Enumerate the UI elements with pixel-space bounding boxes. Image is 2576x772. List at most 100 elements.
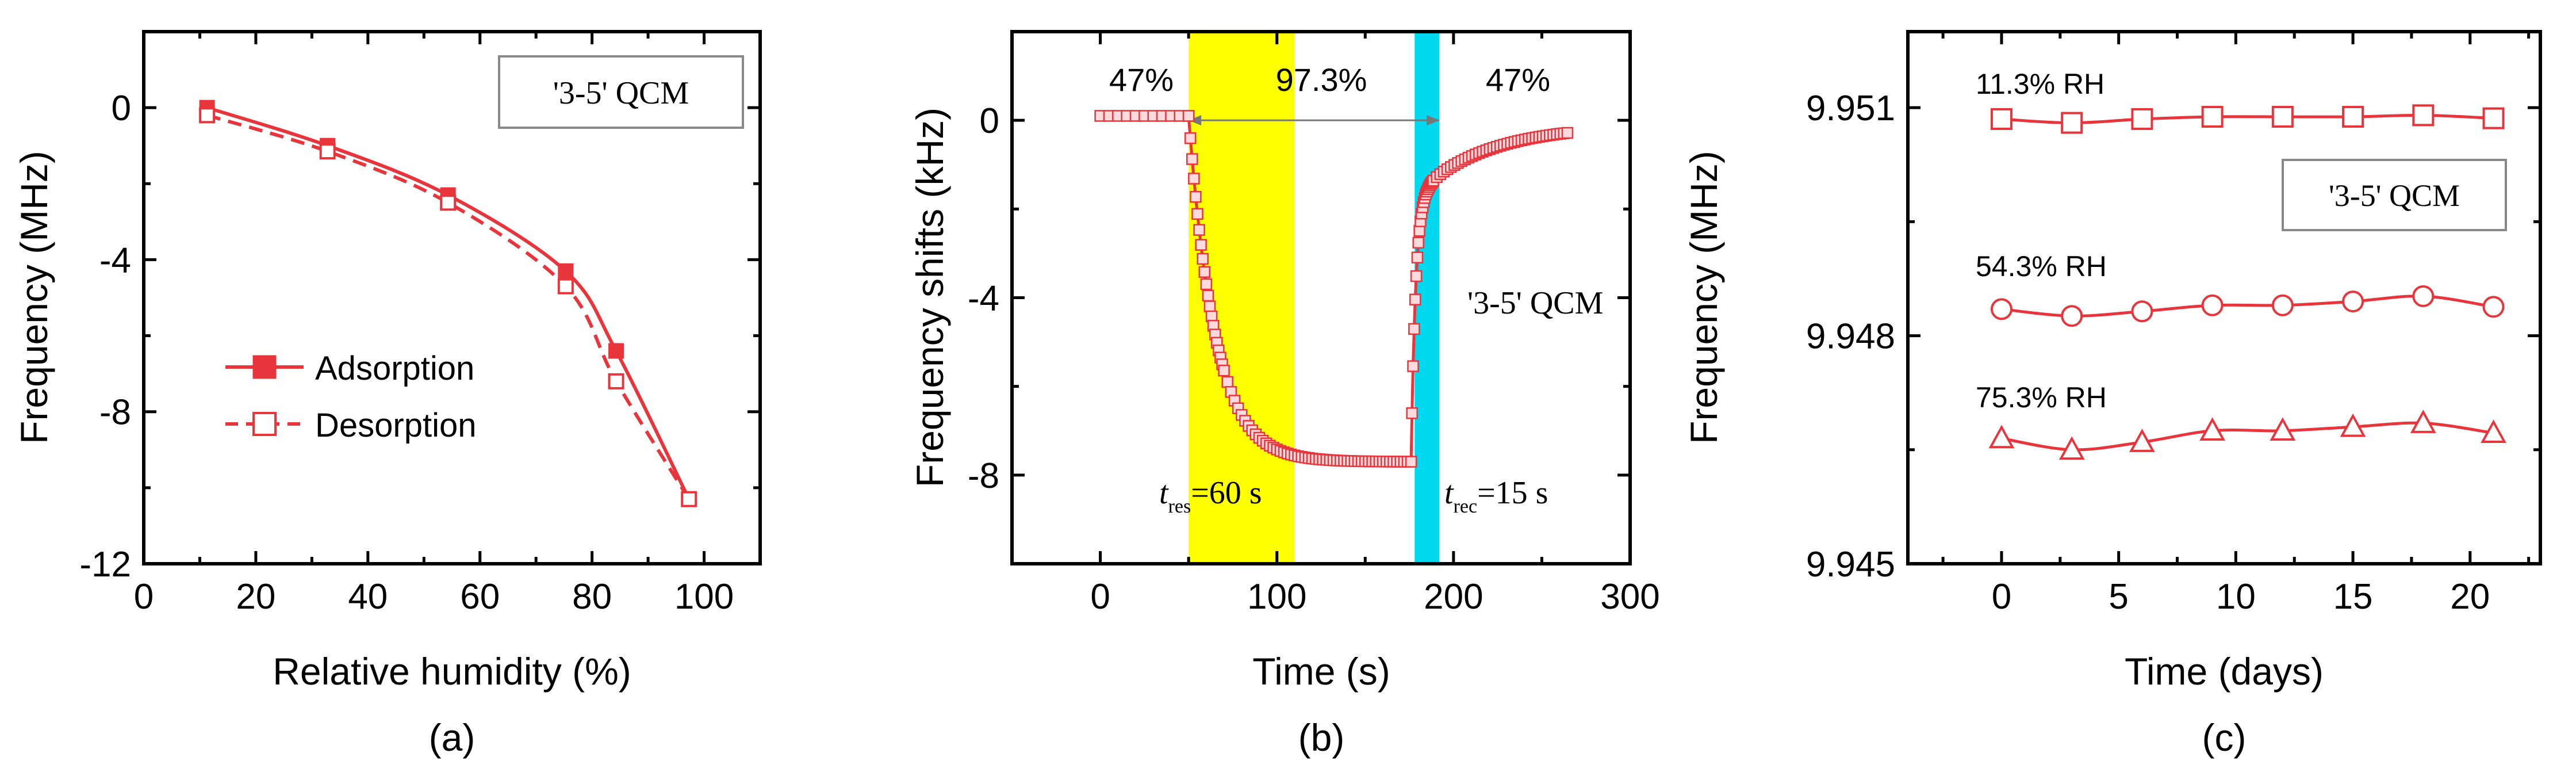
data-point-adsorption: [558, 263, 574, 279]
data-point-desorption: [608, 373, 624, 389]
frequency-shift-point: [1193, 224, 1205, 236]
x-tick-label: 15: [2333, 577, 2373, 617]
panel-c-ticks: 0 5 10 15 20 9.945 9.948 9.951: [1806, 32, 2540, 617]
x-tick-label: 0: [1992, 577, 2011, 617]
y-tick-label: 9.948: [1806, 317, 1895, 357]
data-point-75-3-rh: [2481, 419, 2506, 444]
data-point-54-3-rh: [1990, 298, 2012, 320]
exposure-arrow-head-right: [1427, 115, 1440, 126]
x-tick-label: 100: [674, 577, 734, 617]
panel-c-box-label: '3-5' QCM: [2329, 178, 2460, 213]
panel-b-caption: (b): [1298, 716, 1345, 759]
panel-a-legend: Adsorption Desorption: [225, 350, 476, 444]
x-tick-label: 20: [236, 577, 275, 617]
data-point-54-3-rh: [2201, 294, 2224, 316]
panel-a-ticks: 0 20 40 60 80 100 0 -4 -8 -12: [79, 32, 760, 617]
data-point-11-3-rh: [2201, 106, 2224, 128]
data-point-75-3-rh: [2058, 436, 2085, 460]
data-point-54-3-rh: [2412, 285, 2435, 307]
data-point-75-3-rh: [2199, 417, 2226, 441]
data-point-54-3-rh: [2061, 305, 2083, 327]
frequency-shift-point: [1405, 456, 1417, 468]
data-point-desorption: [681, 491, 697, 507]
data-point-54-3-rh: [2131, 300, 2153, 323]
frequency-shift-point: [1203, 300, 1216, 312]
panel-b-data: [1094, 110, 1574, 468]
frequency-shift-point: [1561, 127, 1574, 139]
x-tick-label: 60: [460, 577, 500, 617]
x-tick-label: 5: [2109, 577, 2128, 617]
data-point-75-3-rh: [2129, 429, 2155, 452]
frequency-shift-point: [1186, 153, 1198, 165]
data-point-11-3-rh: [2342, 106, 2364, 128]
y-tick-label: 0: [980, 101, 999, 141]
x-tick-label: 0: [134, 577, 154, 617]
response-time-label: tres=60 s: [1159, 475, 1262, 517]
legend-adsorption-marker: [252, 355, 277, 379]
frequency-shift-point: [1413, 224, 1425, 237]
panel-c-box-frame: [2282, 159, 2507, 231]
x-tick-label: 200: [1424, 577, 1483, 617]
response-time-value: =60 s: [1191, 475, 1262, 511]
series-line-adsorption: [206, 106, 691, 500]
data-point-75-3-rh: [1988, 425, 2015, 449]
y-tick-label: -8: [968, 456, 999, 496]
frequency-shift-point: [1195, 239, 1207, 251]
panel-c-x-label: Time (days): [2125, 650, 2324, 693]
frequency-shift-point: [1190, 190, 1202, 203]
response-time-subscript: res: [1168, 496, 1191, 517]
data-point-11-3-rh: [2412, 104, 2435, 127]
data-point-54-3-rh: [2342, 291, 2364, 313]
recovery-time-subscript: rec: [1454, 496, 1478, 517]
frequency-shift-point: [1408, 323, 1420, 335]
frequency-shift-point: [1184, 132, 1197, 144]
y-tick-label: 9.945: [1806, 545, 1895, 584]
frequency-shift-point: [1218, 364, 1230, 377]
data-point-desorption: [557, 278, 574, 295]
recovery-time-label: trec=15 s: [1444, 475, 1548, 517]
data-point-75-3-rh: [2340, 413, 2366, 437]
legend-desorption-label: Desorption: [315, 407, 476, 444]
panel-a-box-label: '3-5' QCM: [553, 75, 689, 111]
data-point-desorption: [319, 143, 336, 160]
x-tick-label: 300: [1600, 577, 1659, 617]
x-tick-label: 0: [1090, 577, 1110, 617]
panel-c-frame: [1906, 30, 2542, 565]
data-point-75-3-rh: [2410, 410, 2436, 433]
frequency-shift-point: [1406, 407, 1418, 419]
panel-a: 0 20 40 60 80 100 0 -4 -8 -12 '3-5' QCM Adsorptio…: [13, 30, 762, 759]
data-point-11-3-rh: [2482, 107, 2505, 129]
panel-a-x-label: Relative humidity (%): [273, 650, 631, 693]
data-point-75-3-rh: [2270, 417, 2296, 441]
frequency-shift-point: [1412, 236, 1424, 249]
panel-a-box-frame: [498, 55, 744, 129]
x-tick-label: 20: [2450, 577, 2490, 617]
panel-b-box-label: '3-5' QCM: [1467, 285, 1603, 321]
data-point-11-3-rh: [2131, 108, 2153, 130]
frequency-shift-point: [1198, 266, 1211, 278]
data-point-54-3-rh: [2482, 296, 2505, 318]
frequency-shift-point: [1182, 110, 1195, 122]
panel-c-data: [1988, 104, 2506, 460]
y-tick-label: -8: [99, 393, 131, 433]
data-point-11-3-rh: [2271, 106, 2294, 128]
y-tick-label: 9.951: [1806, 89, 1895, 128]
x-tick-label: 40: [348, 577, 388, 617]
series-label-54-rh: 54.3% RH: [1976, 250, 2107, 282]
panel-c-caption: (c): [2202, 716, 2247, 759]
frequency-shift-point: [1410, 270, 1423, 282]
data-point-54-3-rh: [2271, 294, 2294, 316]
phase-label-initial: 47%: [1109, 62, 1174, 98]
y-tick-label: -4: [968, 279, 999, 319]
legend-desorption-marker: [252, 412, 277, 436]
x-tick-label: 80: [572, 577, 612, 617]
recovery-time-symbol: t: [1444, 475, 1454, 511]
panel-a-y-label: Frequency (MHz): [13, 151, 55, 444]
series-line-75-3-rh: [2001, 421, 2494, 452]
phase-label-high: 97.3%: [1276, 62, 1367, 98]
data-point-desorption: [440, 194, 457, 211]
y-tick-label: -12: [79, 545, 131, 584]
series-label-11-rh: 11.3% RH: [1976, 68, 2104, 100]
